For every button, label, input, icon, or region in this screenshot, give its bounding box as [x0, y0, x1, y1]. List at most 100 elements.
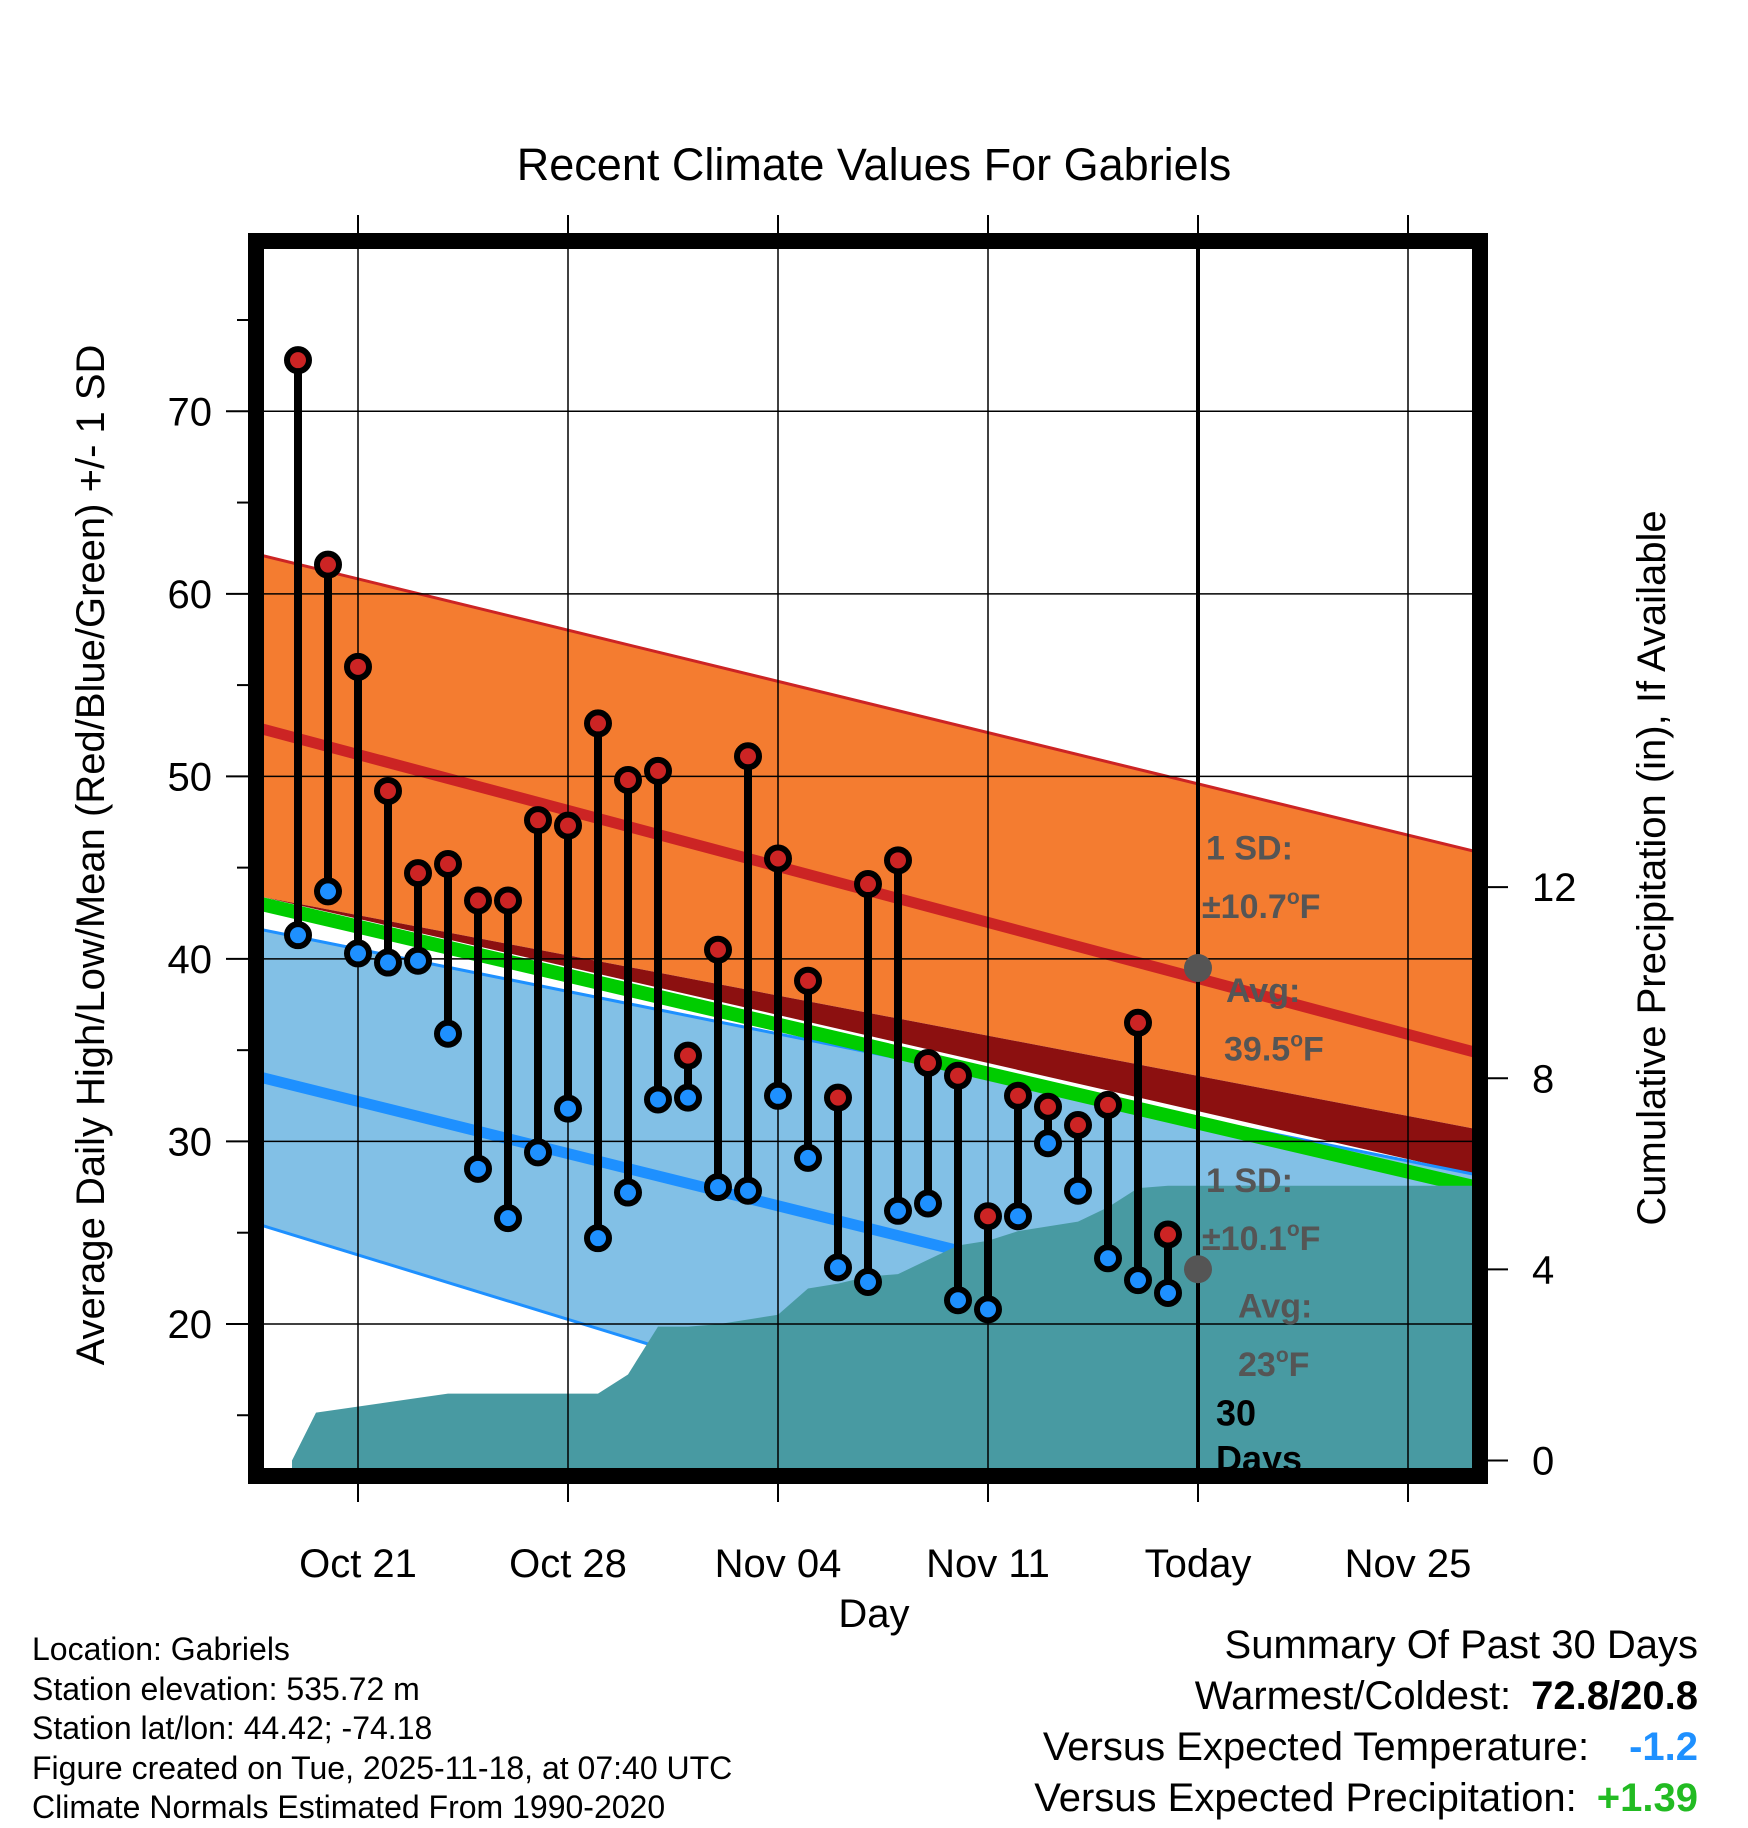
- high-avg-marker: [1184, 954, 1212, 983]
- high-temp-point: [734, 742, 762, 771]
- high-temp-point: [374, 776, 402, 805]
- low-temp-point: [974, 1295, 1002, 1324]
- high-temp-point: [974, 1202, 1002, 1231]
- y2-tick-label: 8: [1532, 1057, 1554, 1101]
- low-temp-point: [464, 1154, 492, 1183]
- y2-tick-label: 0: [1532, 1439, 1554, 1483]
- high-temp-point: [1094, 1090, 1122, 1119]
- y-tick-label: 40: [168, 938, 213, 982]
- high-temp-point: [824, 1083, 852, 1112]
- low-temp-point: [824, 1253, 852, 1282]
- low-temp-point: [704, 1173, 732, 1202]
- summary-title: Summary Of Past 30 Days: [1224, 1623, 1698, 1667]
- low-temp-point: [314, 877, 342, 906]
- info-elevation: Station elevation: 535.72 m: [32, 1670, 420, 1707]
- chart-title: Recent Climate Values For Gabriels: [517, 139, 1231, 190]
- y-tick-label: 70: [168, 390, 213, 434]
- high-temp-point: [344, 652, 372, 681]
- x-tick-label: Nov 04: [715, 1542, 842, 1586]
- plot-frame: [248, 233, 1488, 1484]
- y-tick-label: 20: [168, 1303, 213, 1347]
- low-sd-label: 1 SD:: [1206, 1162, 1293, 1200]
- days-count-label: 30: [1216, 1392, 1256, 1433]
- high-temp-point: [674, 1041, 702, 1070]
- low-temp-point: [1064, 1176, 1092, 1205]
- high-temp-point: [434, 849, 462, 878]
- low-temp-point: [1154, 1278, 1182, 1307]
- summary-precip-value: +1.39: [1596, 1776, 1698, 1820]
- low-temp-point: [794, 1143, 822, 1172]
- y-tick-label: 60: [168, 573, 213, 617]
- low-temp-point: [524, 1138, 552, 1167]
- high-temp-point: [1004, 1081, 1032, 1110]
- high-temp-point: [884, 846, 912, 875]
- y-tick-label: 50: [168, 755, 213, 799]
- low-temp-point: [674, 1083, 702, 1112]
- y2-tick-label: 12: [1532, 866, 1577, 910]
- low-temp-point: [734, 1176, 762, 1205]
- high-temp-point: [314, 550, 342, 579]
- y-tick-label: 30: [168, 1120, 213, 1164]
- low-temp-point: [764, 1081, 792, 1110]
- info-location: Location: Gabriels: [32, 1631, 290, 1667]
- high-temp-point: [494, 886, 522, 915]
- summary-panel: Summary Of Past 30 Days Warmest/Coldest:…: [1034, 1620, 1698, 1824]
- low-temp-point: [1034, 1129, 1062, 1158]
- summary-precip: Versus Expected Precipitation: +1.39: [1034, 1773, 1698, 1824]
- high-temp-point: [1034, 1092, 1062, 1121]
- info-latlon: Station lat/lon: 44.42; -74.18: [32, 1710, 433, 1746]
- low-temp-point: [884, 1196, 912, 1225]
- summary-precip-label: Versus Expected Precipitation:: [1034, 1776, 1577, 1820]
- high-temp-point: [1064, 1111, 1092, 1140]
- high-temp-point: [764, 844, 792, 873]
- high-avg-value: 39.5oF: [1224, 1028, 1324, 1068]
- low-temp-point: [914, 1189, 942, 1218]
- high-temp-point: [554, 811, 582, 840]
- high-temp-point: [914, 1048, 942, 1077]
- x-tick-label: Nov 25: [1345, 1542, 1472, 1586]
- summary-temp: Versus Expected Temperature: -1.2: [1034, 1722, 1698, 1773]
- high-temp-point: [284, 346, 312, 375]
- high-band-upper-edge: [262, 554, 1474, 853]
- info-normals: Climate Normals Estimated From 1990-2020: [32, 1789, 666, 1825]
- high-temp-point: [854, 870, 882, 899]
- low-temp-point: [284, 921, 312, 950]
- station-info: Location: Gabriels Station elevation: 53…: [32, 1630, 732, 1828]
- high-temp-point: [704, 935, 732, 964]
- high-temp-point: [524, 806, 552, 835]
- summary-temp-label: Versus Expected Temperature:: [1042, 1725, 1590, 1769]
- high-temp-point: [464, 886, 492, 915]
- high-temp-point: [644, 756, 672, 785]
- high-temp-point: [584, 709, 612, 738]
- summary-temp-value: -1.2: [1629, 1725, 1698, 1769]
- high-sd-label: 1 SD:: [1206, 830, 1293, 868]
- high-temp-point: [794, 966, 822, 995]
- low-temp-point: [644, 1085, 672, 1114]
- low-temp-point: [854, 1267, 882, 1296]
- low-temp-point: [584, 1224, 612, 1253]
- x-tick-label: Oct 21: [299, 1542, 417, 1586]
- plot-area: 1 SD: ±10.7oF Avg: 39.5oF 1 SD: ±10.1oF Avg: 23…: [168, 215, 1577, 1586]
- y-axis-label: Average Daily High/Low/Mean (Red/Blue/Gr…: [69, 345, 113, 1366]
- high-sd-value: ±10.7oF: [1202, 886, 1320, 926]
- low-temp-point: [374, 948, 402, 977]
- low-temp-point: [404, 946, 432, 975]
- x-tick-label: Nov 11: [926, 1542, 1050, 1586]
- low-temp-point: [944, 1286, 972, 1315]
- y2-tick-label: 4: [1532, 1248, 1554, 1292]
- low-temp-point: [614, 1178, 642, 1207]
- x-tick-label: Oct 28: [509, 1542, 627, 1586]
- low-temp-point: [494, 1204, 522, 1233]
- low-temp-point: [1094, 1244, 1122, 1273]
- low-temp-point: [1004, 1202, 1032, 1231]
- low-temp-point: [344, 939, 372, 968]
- high-temp-point: [614, 766, 642, 795]
- summary-warm-cold-label: Warmest/Coldest:: [1194, 1674, 1512, 1718]
- plot-clip: [262, 247, 1474, 1470]
- low-temp-point: [1124, 1266, 1152, 1295]
- high-avg-label: Avg:: [1226, 972, 1300, 1010]
- x-axis-label: Day: [838, 1592, 909, 1636]
- summary-warm-cold-value: 72.8/20.8: [1531, 1674, 1698, 1718]
- high-temp-point: [404, 859, 432, 888]
